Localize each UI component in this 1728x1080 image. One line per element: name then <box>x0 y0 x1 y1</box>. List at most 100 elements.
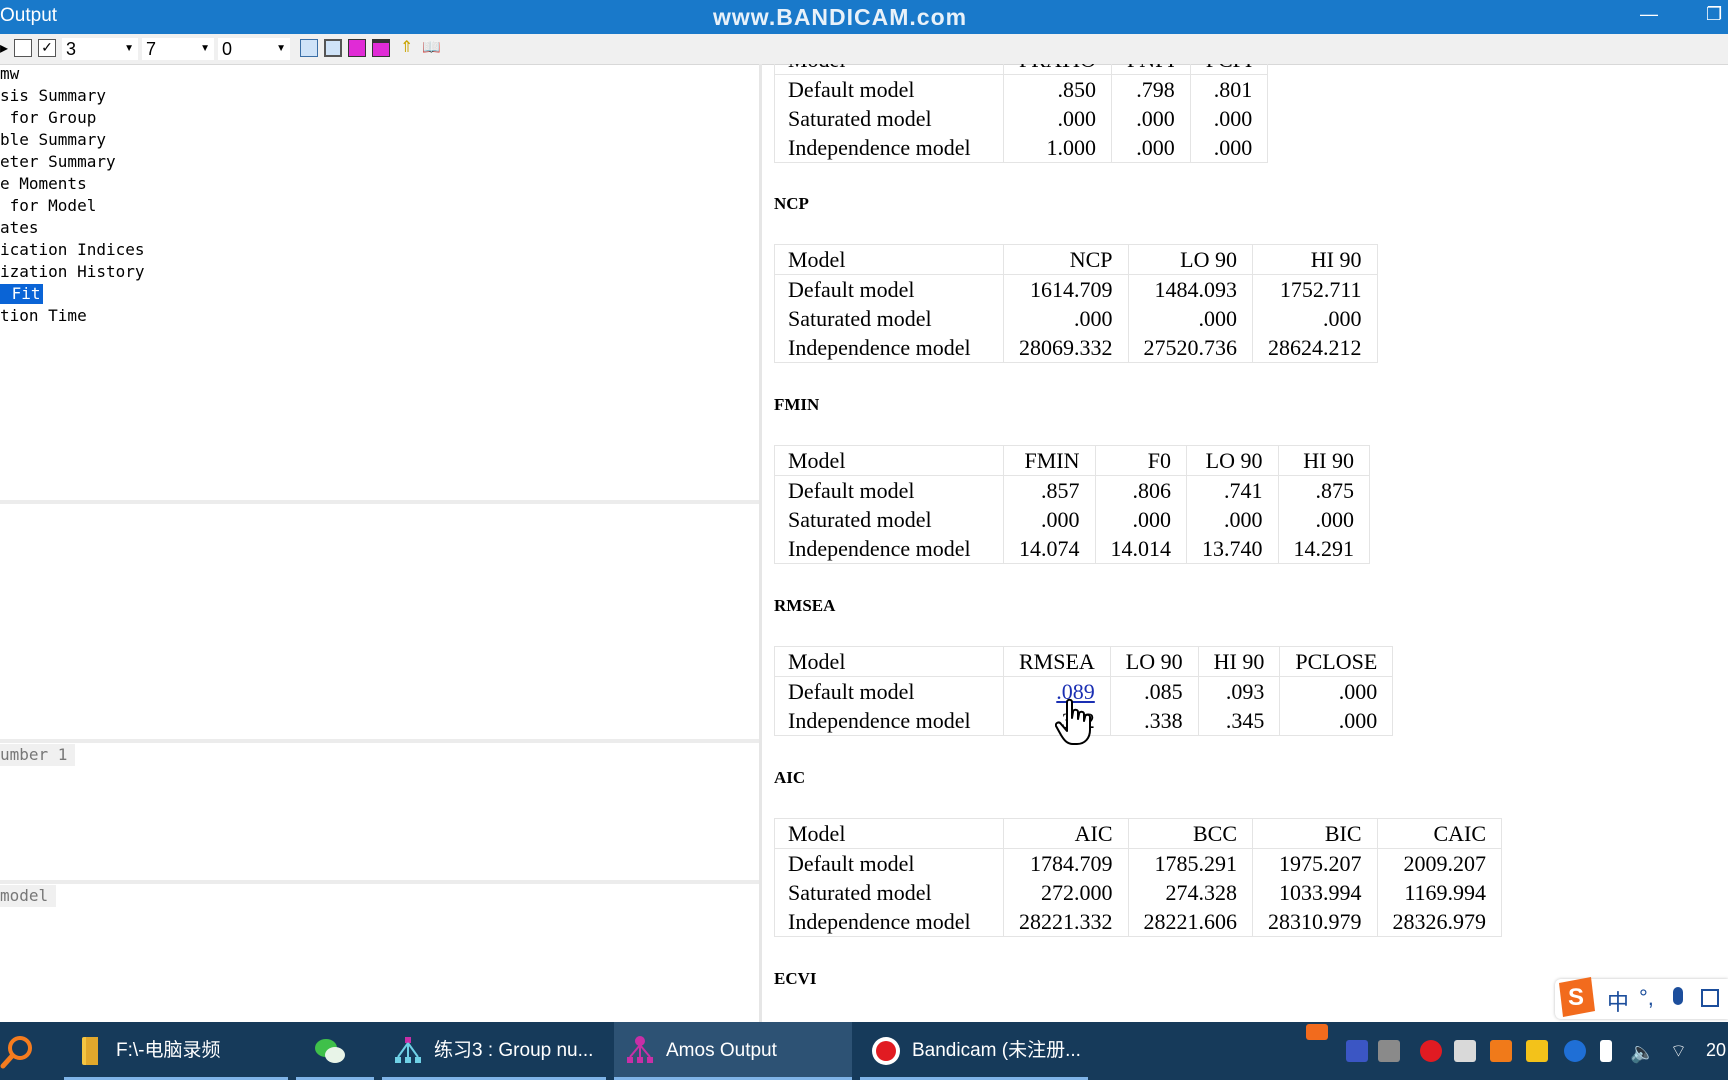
sogou-icon[interactable]: S <box>1555 975 1599 1019</box>
table-cell: 272.000 <box>1003 878 1129 907</box>
tree-item[interactable]: mw <box>0 64 20 83</box>
taskbar-item-amos-output[interactable]: Amos Output <box>614 1022 852 1080</box>
table-row: Saturated model .000 .000 .000 .000 <box>774 505 1370 534</box>
bluetooth-icon[interactable] <box>1564 1040 1586 1062</box>
table-cell: Default model <box>774 74 1004 104</box>
up-arrow-icon[interactable]: ⇑ <box>400 39 414 56</box>
table-rows-select[interactable]: 0 ▼ <box>218 38 290 60</box>
copy-icon[interactable] <box>14 39 32 57</box>
table-row: Default model 1784.709 1785.291 1975.207… <box>774 848 1502 878</box>
table-header-row: Model PRATIO PNFI PCFI <box>774 64 1268 75</box>
table-header-cell: RMSEA <box>1003 646 1111 677</box>
table-cell: Independence model <box>774 907 1004 937</box>
taskbar-item-explorer[interactable]: F:\-电脑录频 <box>64 1022 288 1080</box>
shield-icon[interactable] <box>1526 1040 1548 1062</box>
grid-lines-icon[interactable] <box>300 39 318 57</box>
punctuation-icon[interactable]: °, <box>1639 985 1654 1010</box>
tree-item[interactable]: ization History <box>0 262 145 281</box>
table-header-cell: LO 90 <box>1128 244 1253 275</box>
table-cell: Independence model <box>774 133 1004 163</box>
table-cell: 1614.709 <box>1003 274 1129 304</box>
ncp-table: Model NCP LO 90 HI 90 Default model 1614… <box>774 244 1378 363</box>
table-cell: .000 <box>1213 135 1253 160</box>
vertical-splitter[interactable] <box>759 64 762 1022</box>
task-underline <box>382 1077 606 1080</box>
table-cell: 1784.709 <box>1003 848 1129 878</box>
table-header-cell: Model <box>774 64 1004 75</box>
onenote-icon[interactable] <box>1346 1040 1368 1062</box>
table-header-cell: Model <box>774 445 1004 476</box>
sogou-tray-icon[interactable] <box>1306 1024 1328 1040</box>
frame-icon[interactable] <box>324 39 342 57</box>
table-row: Independence model 28069.332 27520.736 2… <box>774 333 1378 363</box>
fmin-table: Model FMIN F0 LO 90 HI 90 Default model … <box>774 445 1370 564</box>
table-cell: 1.000 <box>1003 133 1113 163</box>
group-list-item[interactable]: umber 1 <box>0 744 76 766</box>
toolbox-icon[interactable] <box>1701 989 1719 1007</box>
table-header-cell: F0 <box>1095 445 1187 476</box>
volume-icon[interactable]: 🔈 <box>1630 1042 1655 1064</box>
battery-icon[interactable] <box>1454 1040 1476 1062</box>
record-tray-icon[interactable] <box>1420 1040 1442 1062</box>
section-title-aic: AIC <box>774 768 806 787</box>
microphone-icon[interactable] <box>1673 987 1683 1005</box>
toolbar: ▸ ✓ 3 ▼ 7 ▼ 0 ▼ ⇑ 📖 <box>0 34 1728 65</box>
search-icon[interactable] <box>0 1034 36 1070</box>
tree-item[interactable]: ates <box>0 218 39 237</box>
ime-toolbar[interactable]: S 中 °, <box>1555 977 1728 1019</box>
taskbar-item-bandicam[interactable]: Bandicam (未注册... <box>860 1022 1088 1080</box>
decimals-select[interactable]: 3 ▼ <box>62 38 138 60</box>
app-tray-icon[interactable] <box>1490 1040 1512 1062</box>
window-title: Output <box>0 5 58 26</box>
table-cell: .806 <box>1095 475 1187 505</box>
table-row: Default model .857 .806 .741 .875 <box>774 475 1370 505</box>
clock[interactable]: 20 <box>1706 1040 1727 1060</box>
taskbar: F:\-电脑录频 练习3 : Group nu... <box>0 1022 1728 1080</box>
color-header-icon[interactable] <box>372 39 390 57</box>
usb-icon[interactable] <box>1600 1040 1612 1062</box>
task-underline <box>614 1077 852 1080</box>
taskbar-item-wechat[interactable] <box>296 1022 374 1080</box>
chevron-down-icon: ▼ <box>276 43 286 54</box>
tree-item-model-fit[interactable]: Fit <box>0 284 43 304</box>
pane-divider[interactable] <box>0 880 760 884</box>
book-icon[interactable]: 📖 <box>422 39 441 56</box>
pane-divider[interactable] <box>0 739 760 743</box>
table-cell: .850 <box>1003 74 1113 104</box>
table-cell: .000 <box>1111 104 1191 133</box>
table-header-cell: PRATIO <box>1003 64 1113 75</box>
pane-divider[interactable] <box>0 500 760 504</box>
table-header-row: Model RMSEA LO 90 HI 90 PCLOSE <box>774 646 1393 677</box>
tree-item[interactable]: for Group <box>0 108 97 127</box>
column-width-select[interactable]: 7 ▼ <box>142 38 214 60</box>
color-table-icon[interactable] <box>348 39 366 57</box>
rmsea-link-text[interactable]: .089 <box>1056 679 1095 704</box>
taskbar-item-amos-graphics[interactable]: 练习3 : Group nu... <box>382 1022 606 1080</box>
tree-item[interactable]: tion Time <box>0 306 87 325</box>
amos-output-icon <box>627 1036 653 1063</box>
rmsea-value-link[interactable]: .089 <box>1003 676 1111 706</box>
table-header-row: Model FMIN F0 LO 90 HI 90 <box>774 445 1370 476</box>
tree-item[interactable]: eter Summary <box>0 152 116 171</box>
table-cell: .093 <box>1198 676 1281 706</box>
aic-table: Model AIC BCC BIC CAIC Default model 178… <box>774 818 1502 937</box>
tree-item[interactable]: ble Summary <box>0 130 106 149</box>
wifi-icon[interactable]: ⌔ <box>1670 1041 1687 1061</box>
restore-button[interactable]: ❐ <box>1706 4 1723 24</box>
model-list-item[interactable]: model <box>0 885 57 907</box>
toolbar-edge-icon[interactable]: ▸ <box>0 40 9 57</box>
amos-graphics-icon <box>395 1037 421 1063</box>
ime-language-toggle[interactable]: 中 <box>1607 990 1630 1015</box>
media-tray-icon[interactable] <box>1378 1040 1400 1062</box>
table-cell: 27520.736 <box>1128 333 1253 363</box>
tree-item[interactable]: ication Indices <box>0 240 145 259</box>
table-cell: Saturated model <box>774 304 1004 333</box>
table-cell: 274.328 <box>1128 878 1253 907</box>
checklist-icon[interactable]: ✓ <box>38 39 56 57</box>
minimize-button[interactable]: — <box>1640 4 1658 24</box>
table-cell: .000 <box>1003 505 1096 534</box>
tree-item[interactable]: e Moments <box>0 174 87 193</box>
tree-item[interactable]: sis Summary <box>0 86 106 105</box>
table-cell: Independence model <box>774 534 1004 564</box>
tree-item[interactable]: for Model <box>0 196 97 215</box>
